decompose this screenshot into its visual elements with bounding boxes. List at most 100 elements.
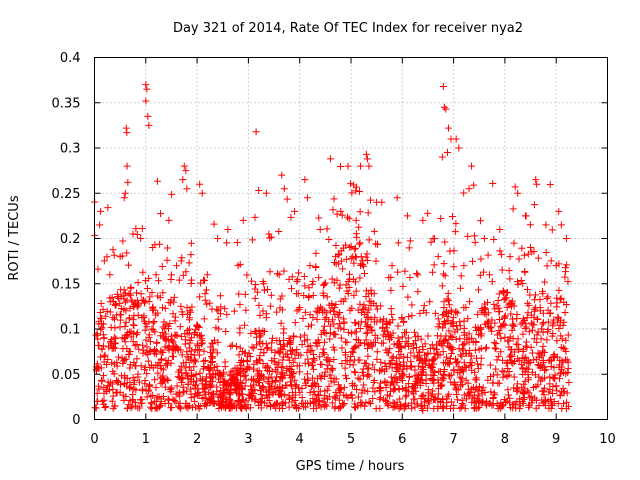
data-point [391,385,399,393]
data-point [444,289,452,297]
data-point [424,332,432,340]
data-point [453,326,461,334]
data-point [457,382,465,390]
data-point [203,300,211,308]
data-point [404,380,412,388]
data-point [364,329,372,337]
data-point [131,398,139,406]
data-point [405,372,413,380]
data-point [116,388,124,396]
data-point [360,262,368,270]
data-point [139,387,147,395]
data-point [501,312,509,320]
data-point [362,329,370,337]
data-point [405,313,413,321]
data-point [482,345,490,353]
data-point [363,309,371,317]
data-point [259,360,267,368]
data-point [227,342,235,350]
data-point [158,262,166,270]
data-point [342,255,350,263]
data-point [510,373,518,381]
data-point [149,391,157,399]
x-tick-label: 6 [398,432,406,447]
data-point [122,124,130,132]
data-point [370,378,378,386]
data-point [487,388,495,396]
data-point [152,311,160,319]
data-point [367,323,375,331]
data-point [196,402,204,410]
data-point [125,261,133,269]
data-point [464,379,472,387]
data-point [540,391,548,399]
data-point [496,247,504,255]
data-point [422,355,430,363]
data-point [149,243,157,251]
data-point [91,404,99,412]
data-point [522,353,530,361]
data-point [441,272,449,280]
data-point [509,359,517,367]
data-point [122,318,130,326]
data-point [446,332,454,340]
data-point [520,380,528,388]
data-point [173,382,181,390]
data-point [303,348,311,356]
data-point [468,162,476,170]
data-point [546,356,554,364]
data-point [171,346,179,354]
data-point [169,353,177,361]
data-point [300,403,308,411]
data-point [220,402,228,410]
data-point [159,323,167,331]
data-point [396,337,404,345]
data-point [325,236,333,244]
data-point [173,262,181,270]
data-point [256,311,264,319]
data-point [219,397,227,405]
data-point [213,349,221,357]
data-point [100,352,108,360]
data-point [185,259,193,267]
data-point [503,397,511,405]
data-point [100,334,108,342]
data-point [116,299,124,307]
data-point [170,293,178,301]
data-point [137,290,145,298]
data-point [316,353,324,361]
data-point [99,372,107,380]
data-point [297,333,305,341]
data-point [278,292,286,300]
data-point [311,391,319,399]
data-point [408,404,416,412]
data-point [190,397,198,405]
data-point [350,259,358,267]
data-point [159,304,167,312]
data-point [508,301,516,309]
data-point [287,382,295,390]
data-point [146,347,154,355]
data-point [487,372,495,380]
data-point [479,384,487,392]
data-point [235,396,243,404]
data-point [337,163,345,171]
data-point [332,253,340,261]
data-point [102,386,110,394]
data-point [185,325,193,333]
data-point [434,323,442,331]
data-point [382,397,390,405]
data-point [335,313,343,321]
data-point [347,353,355,361]
data-point [278,306,286,314]
data-point [300,273,308,281]
data-point [457,272,465,280]
data-point [320,281,328,289]
data-point [475,397,483,405]
data-point [214,369,222,377]
data-point [191,328,199,336]
data-point [128,298,136,306]
data-point [495,290,503,298]
data-point [253,288,261,296]
data-point [129,316,137,324]
